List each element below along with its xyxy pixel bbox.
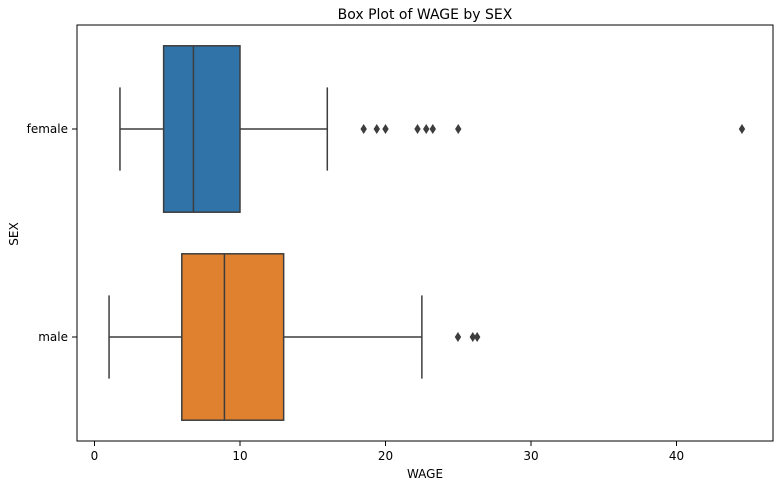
- outlier-point: [455, 124, 462, 134]
- x-tick-label: 30: [523, 449, 538, 463]
- x-tick-label: 40: [669, 449, 684, 463]
- outlier-point: [738, 124, 746, 134]
- outlier-point: [360, 124, 367, 134]
- outlier-point: [473, 332, 481, 342]
- outlier-point: [373, 124, 380, 134]
- outlier-point: [469, 332, 476, 342]
- x-axis-label: WAGE: [407, 467, 443, 481]
- y-axis-label: SEX: [7, 222, 21, 245]
- box-group-female: [119, 45, 746, 213]
- iqr-box: [162, 45, 241, 213]
- box-group-male: [108, 253, 481, 421]
- plot-area: 0 10 20 30 40 female male: [27, 45, 746, 463]
- outlier-point: [414, 124, 421, 134]
- y-tick-label-male: male: [38, 330, 68, 344]
- outlier-point: [382, 124, 389, 134]
- chart-title: Box Plot of WAGE by SEX: [338, 7, 513, 23]
- outlier-point: [429, 124, 436, 134]
- iqr-box: [181, 253, 285, 421]
- axes-frame: [76, 24, 774, 442]
- outlier-point: [454, 332, 462, 342]
- x-tick-label: 10: [232, 449, 247, 463]
- x-tick-label: 20: [378, 449, 393, 463]
- y-tick-label-female: female: [27, 122, 68, 136]
- outlier-point: [423, 124, 430, 134]
- x-tick-label: 0: [91, 449, 99, 463]
